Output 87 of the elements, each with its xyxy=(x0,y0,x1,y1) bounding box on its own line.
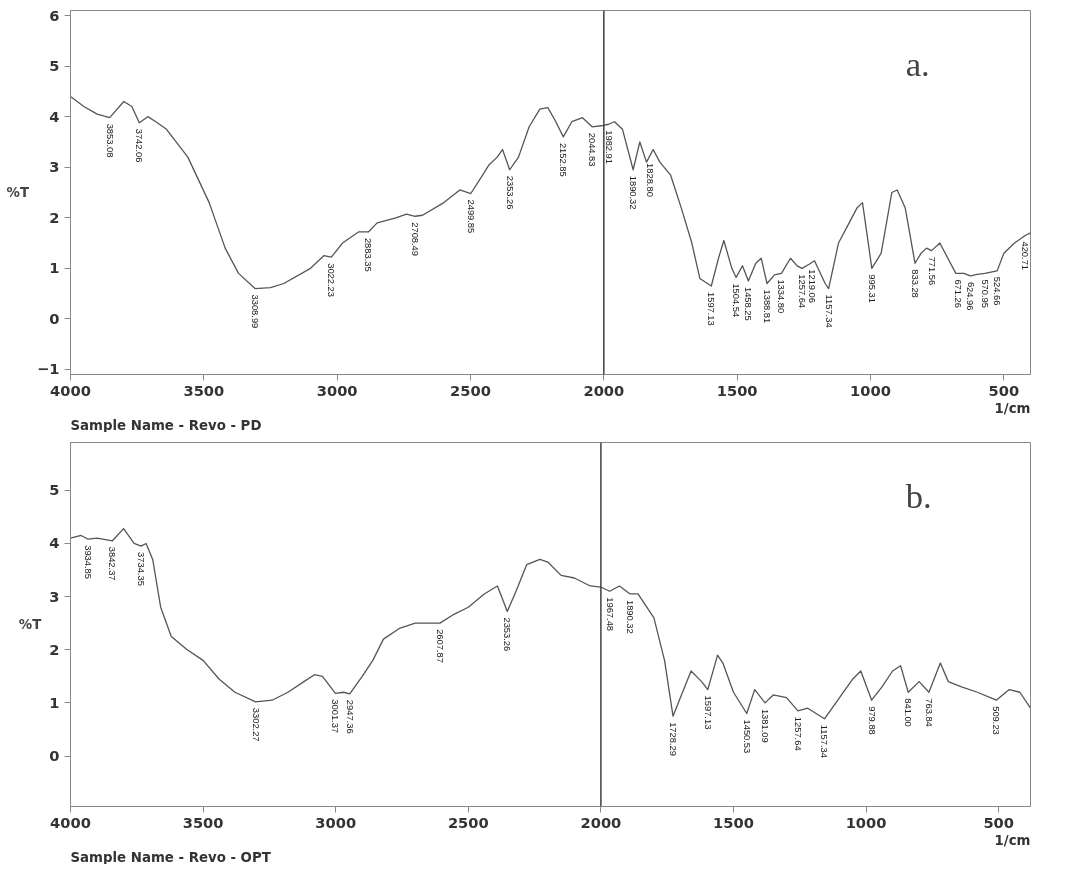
y-tick-label: 1 xyxy=(49,693,60,711)
text: b. xyxy=(905,477,932,516)
annotation: 2353.26 xyxy=(504,175,515,210)
annotation: 3022.23 xyxy=(326,263,337,297)
y-tick-label: 5 xyxy=(49,57,60,75)
annotation: 1597.13 xyxy=(702,695,713,730)
annotation: 1890.32 xyxy=(628,175,639,210)
y-tick-label: 0 xyxy=(49,309,60,327)
annotation: 3842.37 xyxy=(107,546,118,581)
x-tick-label: 4000 xyxy=(50,381,91,399)
annotation: 3934.85 xyxy=(83,545,93,579)
annotation: 3742.06 xyxy=(134,128,145,163)
y-tick-label: 5 xyxy=(49,481,60,499)
annotation: 1388.81 xyxy=(762,289,773,324)
annotation: 1597.13 xyxy=(706,292,717,326)
annotation: 3734.35 xyxy=(136,552,147,586)
annotation: 624.96 xyxy=(965,281,976,311)
annotation: 979.88 xyxy=(866,706,877,735)
annotation: 995.31 xyxy=(866,274,877,303)
y-tick-label: 4 xyxy=(49,534,60,552)
y-tick-label: 0 xyxy=(49,747,60,765)
x-tick-label: 2500 xyxy=(447,813,489,831)
x-tick-label: 2500 xyxy=(450,381,491,399)
x-tick-label: 2000 xyxy=(583,381,625,399)
x-tick-label: 500 xyxy=(983,813,1014,831)
annotation: 1828.80 xyxy=(644,163,655,197)
annotation: 1967.48 xyxy=(604,597,615,632)
annotation: 1458.25 xyxy=(743,286,754,321)
y-tick-label: 2 xyxy=(49,640,60,658)
annotation: 2708.49 xyxy=(410,222,421,256)
text: Sample Name - Revo - OPT xyxy=(70,849,272,865)
annotation: 2607.87 xyxy=(434,629,445,663)
x-tick-label: 1000 xyxy=(845,813,887,831)
annotation: 524.66 xyxy=(992,276,1003,306)
annotation: 2947.36 xyxy=(344,699,355,734)
x-tick-label: 1500 xyxy=(716,381,758,399)
y-axis-title: %T xyxy=(18,617,43,632)
annotation: 671.26 xyxy=(953,279,964,308)
annotation: 2152.85 xyxy=(558,142,569,177)
x-tick-label: 3500 xyxy=(183,381,225,399)
text: Sample Name - Revo - PD xyxy=(70,417,262,433)
x-tick-label: 500 xyxy=(988,381,1020,399)
annotation: 1257.64 xyxy=(792,716,803,751)
annotation: 763.84 xyxy=(923,698,934,727)
x-tick-label: 3500 xyxy=(182,813,224,831)
x-tick-label: 2000 xyxy=(580,813,622,831)
annotation: 1890.32 xyxy=(625,599,636,634)
annotation: 1257.64 xyxy=(796,274,807,309)
y-tick-label: 1 xyxy=(49,259,60,277)
y-tick-label: 3 xyxy=(49,158,60,176)
annotation: 3308.99 xyxy=(250,294,261,329)
x-tick-label: 3000 xyxy=(315,813,357,831)
annotation: 570.95 xyxy=(979,279,990,308)
x-tick-label: 3000 xyxy=(316,381,358,399)
annotation: 2044.83 xyxy=(587,132,598,167)
annotation: 833.28 xyxy=(910,269,921,298)
x-tick-label: 1000 xyxy=(850,381,891,399)
annotation: 2353.26 xyxy=(502,617,513,652)
annotation: 1381.09 xyxy=(760,708,771,743)
annotation: 1982.91 xyxy=(603,130,614,164)
y-tick-label: 6 xyxy=(49,6,60,24)
y-tick-label: −1 xyxy=(37,360,60,378)
annotation: 1157.34 xyxy=(819,724,830,758)
annotation: 1219.06 xyxy=(807,269,818,304)
annotation: 1334.80 xyxy=(776,279,787,314)
annotation: 420.71 xyxy=(1020,241,1031,270)
annotation: 771.56 xyxy=(926,256,937,286)
y-tick-label: 3 xyxy=(49,587,60,605)
annotation: 2499.85 xyxy=(465,199,476,234)
annotation: 841.00 xyxy=(903,698,914,727)
annotation: 1504.54 xyxy=(731,283,742,318)
annotation: 3302.27 xyxy=(250,707,261,742)
text: a. xyxy=(905,45,930,84)
annotation: 1728.29 xyxy=(668,722,679,756)
x-tick-label: 1500 xyxy=(713,813,754,831)
annotation: 2883.35 xyxy=(363,237,374,272)
x-axis-title: 1/cm xyxy=(994,832,1031,848)
y-axis-title: %T xyxy=(6,185,30,200)
annotation: 3001.37 xyxy=(330,699,341,734)
y-tick-label: 2 xyxy=(49,208,60,226)
x-axis-title: 1/cm xyxy=(994,400,1031,416)
annotation: 3853.08 xyxy=(104,123,115,158)
x-tick-label: 4000 xyxy=(50,813,91,831)
annotation: 1157.34 xyxy=(823,294,834,328)
annotation: 1450.53 xyxy=(741,719,752,754)
annotation: 509.23 xyxy=(991,706,1002,735)
y-tick-label: 4 xyxy=(49,107,60,125)
